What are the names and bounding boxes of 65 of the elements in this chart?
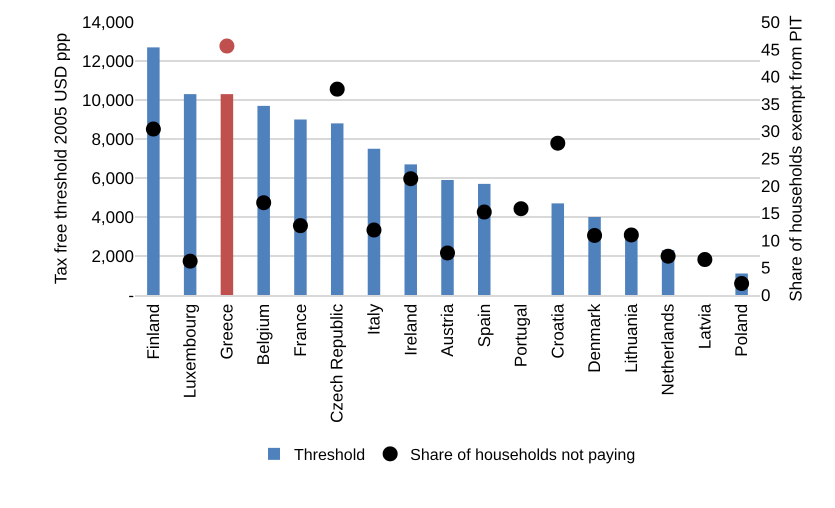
x-tick-label: Greece (217, 304, 236, 360)
y-axis-title: Tax free threshold 2005 USD ppp (52, 32, 71, 284)
x-tick-label: Latvia (695, 303, 714, 350)
point (624, 227, 639, 242)
y-tick-label: 6,000 (91, 168, 134, 188)
y-tick-label: 4,000 (91, 208, 134, 227)
x-tick-label: France (290, 304, 310, 357)
y2-tick-label: 10 (761, 231, 780, 250)
x-tick-label: Belgium (254, 304, 274, 366)
y-tick-label: 10,000 (82, 90, 134, 110)
point (587, 228, 602, 243)
legend-label: Share of households not paying (410, 447, 636, 464)
y2-tick-label: 35 (761, 94, 780, 114)
bar (330, 123, 344, 295)
x-tick-label: Spain (474, 304, 494, 348)
point (476, 204, 492, 220)
y2-tick-label: 50 (761, 12, 780, 32)
x-tick-label: Austria (438, 303, 458, 357)
y-tick-label: 12,000 (82, 52, 134, 71)
y2-tick-label: 0 (761, 286, 770, 305)
point (219, 38, 234, 54)
point (146, 122, 161, 137)
x-tick-label: Lithuania (622, 303, 641, 373)
bar (368, 148, 380, 295)
x-tick-label: Portugal (512, 304, 531, 368)
bar (257, 106, 270, 295)
point (550, 136, 566, 151)
point (440, 245, 455, 260)
bar (220, 94, 234, 295)
bar (147, 47, 160, 295)
x-tick-label: Croatia (548, 303, 568, 359)
y2-tick-label: 5 (761, 258, 770, 278)
y-tick-label: 2,000 (91, 246, 134, 266)
y2-tick-label: 45 (761, 40, 780, 60)
legend-label: Threshold (294, 447, 366, 464)
x-tick-label: Ireland (401, 304, 420, 356)
y2-tick-label: 40 (761, 68, 780, 87)
point (403, 171, 418, 186)
bar (184, 94, 196, 295)
point (182, 254, 198, 269)
x-tick-label: Italy (364, 303, 384, 335)
x-tick-label: Czech Republic (328, 303, 347, 423)
point (734, 276, 750, 292)
x-tick-label: Poland (732, 304, 752, 357)
x-tick-label: Netherlands (658, 304, 678, 396)
y2-tick-label: 25 (761, 149, 780, 168)
x-tick-label: Finland (144, 304, 163, 360)
point (660, 248, 676, 264)
point (330, 82, 345, 97)
y2-tick-label: 15 (761, 204, 780, 224)
y-tick-label: 14,000 (82, 12, 134, 32)
point (514, 201, 529, 216)
point (697, 252, 712, 268)
x-tick-label: Luxembourg (180, 304, 200, 398)
y-tick-label: 8,000 (91, 130, 134, 149)
bar (552, 203, 564, 295)
y2-tick-label: 20 (761, 176, 780, 196)
point (256, 195, 272, 210)
y-tick-label: - (128, 286, 134, 305)
y2-tick-label: 30 (761, 122, 780, 142)
bar (294, 120, 307, 295)
y2-axis-title: Share of households exempt from PIT (786, 15, 806, 302)
point (366, 222, 382, 238)
point (292, 218, 308, 234)
x-tick-label: Denmark (585, 303, 604, 373)
